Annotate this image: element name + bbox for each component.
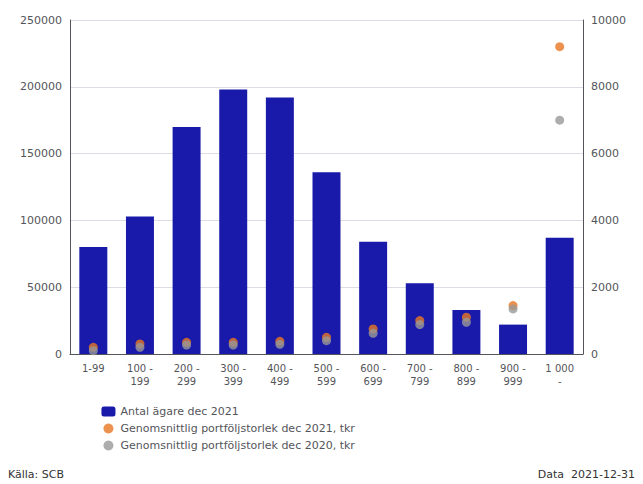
svg-text:600 -: 600 - <box>360 363 386 374</box>
svg-text:799: 799 <box>410 376 429 387</box>
svg-text:900 -: 900 - <box>500 363 526 374</box>
svg-text:1 000: 1 000 <box>545 363 574 374</box>
svg-text:250000: 250000 <box>20 14 62 27</box>
svg-text:50000: 50000 <box>27 281 62 294</box>
svg-text:100 -: 100 - <box>127 363 153 374</box>
svg-text:700 -: 700 - <box>407 363 433 374</box>
svg-text:299: 299 <box>177 376 196 387</box>
svg-text:Antal ägare dec 2021: Antal ägare dec 2021 <box>120 405 238 418</box>
svg-text:150000: 150000 <box>20 147 62 160</box>
svg-text:399: 399 <box>224 376 243 387</box>
svg-text:Data 2021-12-31: Data 2021-12-31 <box>538 468 635 481</box>
svg-text:4000: 4000 <box>591 214 619 227</box>
svg-text:-: - <box>558 376 562 387</box>
svg-text:Källa: SCB: Källa: SCB <box>8 468 64 481</box>
svg-text:800 -: 800 - <box>453 363 479 374</box>
svg-text:0: 0 <box>55 348 62 361</box>
svg-text:300 -: 300 - <box>220 363 246 374</box>
svg-text:2000: 2000 <box>591 281 619 294</box>
svg-text:200 -: 200 - <box>174 363 200 374</box>
svg-text:200000: 200000 <box>20 80 62 93</box>
svg-text:8000: 8000 <box>591 80 619 93</box>
svg-text:100000: 100000 <box>20 214 62 227</box>
svg-text:899: 899 <box>457 376 476 387</box>
svg-text:199: 199 <box>130 376 149 387</box>
svg-text:400 -: 400 - <box>267 363 293 374</box>
svg-text:500 -: 500 - <box>314 363 340 374</box>
svg-text:599: 599 <box>317 376 336 387</box>
svg-text:Genomsnittlig portföljstorlek: Genomsnittlig portföljstorlek dec 2020, … <box>120 439 355 452</box>
svg-text:699: 699 <box>364 376 383 387</box>
svg-text:1-99: 1-99 <box>82 363 105 374</box>
svg-text:10000: 10000 <box>591 14 626 27</box>
svg-text:499: 499 <box>270 376 289 387</box>
svg-text:Genomsnittlig portföljstorlek: Genomsnittlig portföljstorlek dec 2021, … <box>120 422 355 435</box>
svg-text:999: 999 <box>503 376 522 387</box>
svg-text:6000: 6000 <box>591 147 619 160</box>
svg-text:0: 0 <box>591 348 598 361</box>
